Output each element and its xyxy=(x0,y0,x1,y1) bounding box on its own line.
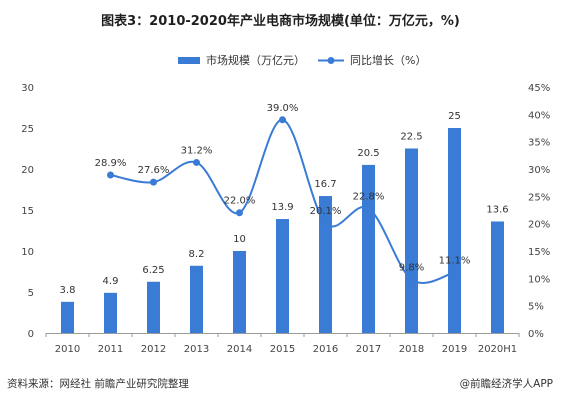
growth-value-label: 20.1% xyxy=(310,206,342,217)
left-axis-tick-label: 20 xyxy=(21,165,34,176)
bar-value-label: 16.7 xyxy=(314,179,336,190)
bar xyxy=(104,292,117,333)
x-axis-tick-label: 2014 xyxy=(227,344,252,355)
bar-series xyxy=(61,128,504,333)
bar-value-label: 10 xyxy=(233,234,246,245)
legend-line-marker xyxy=(327,57,335,64)
growth-point xyxy=(451,268,458,276)
growth-value-label: 27.6% xyxy=(138,165,170,176)
bar-value-label: 6.25 xyxy=(142,265,164,276)
growth-value-label: 9.8% xyxy=(399,262,424,273)
x-axis-tick-label: 2013 xyxy=(184,344,209,355)
x-axis-tick-label: 2010 xyxy=(55,344,80,355)
growth-point xyxy=(150,178,157,186)
growth-value-label: 31.2% xyxy=(181,145,213,156)
bar xyxy=(362,164,375,333)
growth-point xyxy=(408,275,415,283)
bar xyxy=(448,128,461,333)
growth-point xyxy=(279,116,286,124)
data-labels: 3.8 4.9 6.25 8.2 10 13.9 16.7 20.5 22.5 25 13.6 28.… xyxy=(60,103,509,296)
brand-credit: @前瞻经济学人APP xyxy=(459,378,553,390)
left-axis-tick-label: 25 xyxy=(21,124,34,135)
growth-value-label: 28.9% xyxy=(95,158,127,169)
right-axis-tick-label: 30% xyxy=(528,165,550,176)
bar xyxy=(405,148,418,333)
growth-point xyxy=(107,171,114,179)
bar-value-label: 22.5 xyxy=(400,132,422,143)
bar xyxy=(233,251,246,333)
right-axis-tick-label: 15% xyxy=(528,247,550,258)
left-axis-tick-label: 30 xyxy=(21,83,34,94)
left-axis-tick-label: 0 xyxy=(28,329,34,340)
source-note: 资料来源：网经社 前瞻产业研究院整理 xyxy=(7,378,189,390)
growth-point xyxy=(193,158,200,166)
bar-value-label: 25 xyxy=(448,111,461,122)
right-axis-tick-label: 45% xyxy=(528,83,550,94)
x-axis-tick-label: 2020H1 xyxy=(478,344,517,355)
right-axis-tick-label: 5% xyxy=(528,302,544,313)
x-axis-tick-label: 2017 xyxy=(356,344,381,355)
left-axis-tick-label: 10 xyxy=(21,247,34,258)
growth-point xyxy=(365,204,372,212)
growth-point xyxy=(236,209,243,217)
x-axis-tick-label: 2012 xyxy=(141,344,166,355)
bar xyxy=(276,219,289,333)
right-axis-tick-label: 0% xyxy=(528,329,544,340)
right-axis-tick-label: 10% xyxy=(528,274,550,285)
bar-value-label: 13.6 xyxy=(486,204,508,215)
x-axis-tick-label: 2011 xyxy=(98,344,123,355)
left-axis-tick-label: 15 xyxy=(21,206,34,217)
right-axis-tick-label: 40% xyxy=(528,110,550,121)
bar-value-label: 3.8 xyxy=(60,285,76,296)
growth-value-label: 22.0% xyxy=(224,196,256,207)
bar-value-label: 4.9 xyxy=(103,276,119,287)
growth-value-label: 39.0% xyxy=(267,103,299,114)
legend: 市场规模（万亿元） 同比增长（%） xyxy=(178,53,426,67)
bar-value-label: 20.5 xyxy=(357,148,379,159)
left-axis-tick-label: 5 xyxy=(28,288,34,299)
x-axis-tick-label: 2015 xyxy=(270,344,295,355)
right-axis-tick-label: 35% xyxy=(528,138,550,149)
x-axis-tick-label: 2016 xyxy=(313,344,338,355)
bar-value-label: 13.9 xyxy=(271,202,293,213)
bar xyxy=(147,281,160,333)
axes: 0 5 10 15 20 25 30 0% 5% 10% 15% 20% 25% 30% 35% 40% 45%… xyxy=(21,83,550,355)
legend-line-label: 同比增长（%） xyxy=(350,53,426,67)
bar xyxy=(319,196,332,333)
growth-value-label: 11.1% xyxy=(439,255,471,266)
bar xyxy=(61,301,74,333)
line-series xyxy=(107,116,458,284)
x-axis-tick-label: 2018 xyxy=(399,344,424,355)
right-axis-tick-label: 25% xyxy=(528,192,550,203)
right-axis-tick-label: 20% xyxy=(528,220,550,231)
chart-title: 图表3：2010-2020年产业电商市场规模(单位：万亿元，%) xyxy=(101,14,460,29)
growth-value-label: 22.8% xyxy=(353,191,385,202)
growth-point xyxy=(322,219,329,227)
bar xyxy=(491,221,504,333)
bar-value-label: 8.2 xyxy=(189,249,205,260)
bar xyxy=(190,265,203,333)
legend-bar-swatch xyxy=(178,57,200,64)
legend-bar-label: 市场规模（万亿元） xyxy=(206,53,305,67)
x-axis-tick-label: 2019 xyxy=(442,344,467,355)
